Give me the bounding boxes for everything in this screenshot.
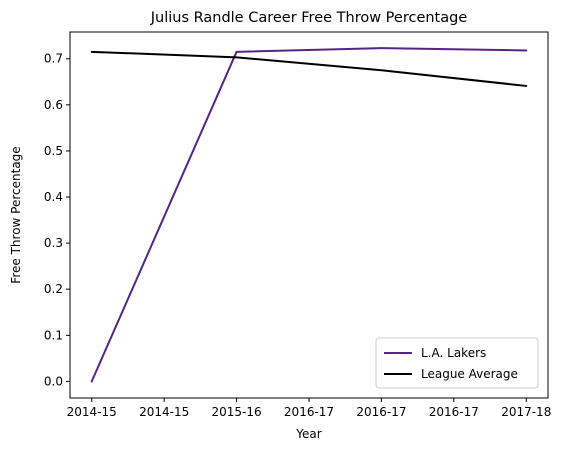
legend-label: L.A. Lakers xyxy=(421,346,486,360)
x-axis-ticks: 2014-15 2014-15 2015-16 2016-17 2016-17 2016-… xyxy=(67,398,551,419)
x-axis-label: Year xyxy=(295,427,321,441)
y-axis-label: Free Throw Percentage xyxy=(9,146,23,283)
series-lines xyxy=(90,47,528,383)
y-tick-label: 0.3 xyxy=(44,236,63,250)
x-tick-label: 2014-15 xyxy=(139,405,189,419)
y-axis-ticks: 0.0 0.1 0.2 0.3 0.4 0.5 0.6 0.7 xyxy=(44,52,70,388)
x-tick-label: 2016-17 xyxy=(429,405,479,419)
y-tick-label: 0.6 xyxy=(44,98,63,112)
series-line-lakers xyxy=(90,47,528,383)
y-tick-label: 0.7 xyxy=(44,52,63,66)
legend-label: League Average xyxy=(421,367,518,381)
y-tick-label: 0.5 xyxy=(44,144,63,158)
legend-box xyxy=(375,337,539,389)
x-tick-label: 2017-18 xyxy=(501,405,551,419)
y-tick-label: 0.1 xyxy=(44,328,63,342)
x-tick-label: 2016-17 xyxy=(356,405,406,419)
chart-title: Julius Randle Career Free Throw Percenta… xyxy=(150,10,468,26)
series-line-league-average xyxy=(90,50,528,87)
y-tick-label: 0.4 xyxy=(44,190,63,204)
legend: L.A. Lakers League Average xyxy=(375,337,539,389)
x-tick-label: 2015-16 xyxy=(212,405,262,419)
x-tick-label: 2014-15 xyxy=(67,405,117,419)
y-tick-label: 0.2 xyxy=(44,282,63,296)
x-tick-label: 2016-17 xyxy=(284,405,334,419)
y-tick-label: 0.0 xyxy=(44,374,63,388)
